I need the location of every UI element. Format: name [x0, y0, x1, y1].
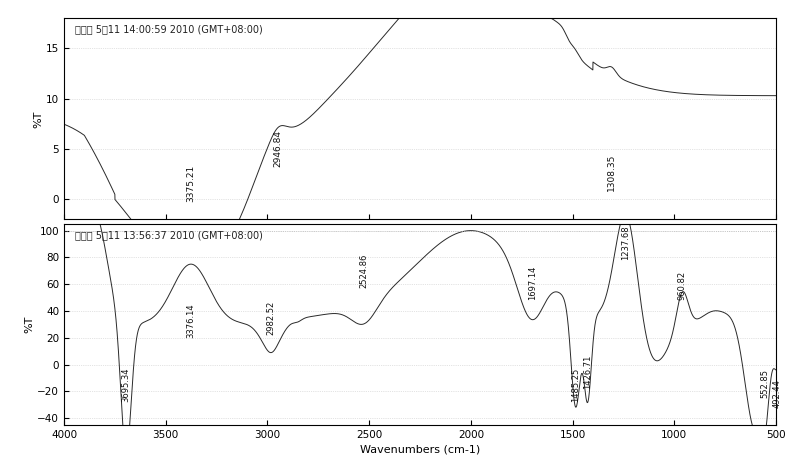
Text: 1426.71: 1426.71: [583, 355, 592, 389]
Text: 1308.35: 1308.35: [607, 154, 616, 191]
X-axis label: Wavenumbers (cm-1): Wavenumbers (cm-1): [360, 444, 480, 454]
Text: 2946.84: 2946.84: [274, 130, 282, 167]
Text: 星期二 5月11 13:56:37 2010 (GMT+08:00): 星期二 5月11 13:56:37 2010 (GMT+08:00): [74, 230, 262, 240]
Text: 960.82: 960.82: [678, 271, 686, 300]
Text: 1237.68: 1237.68: [622, 225, 630, 260]
Text: 3376.14: 3376.14: [186, 303, 195, 338]
Text: 552.85: 552.85: [761, 369, 770, 398]
Text: 3695.34: 3695.34: [122, 368, 130, 402]
Text: 3375.21: 3375.21: [186, 165, 196, 202]
Text: 492.44: 492.44: [773, 379, 782, 408]
Text: 1697.14: 1697.14: [528, 266, 537, 300]
Text: 2524.86: 2524.86: [359, 254, 369, 288]
Text: 1485.25: 1485.25: [571, 368, 580, 402]
Text: 2982.52: 2982.52: [266, 301, 275, 335]
Y-axis label: %T: %T: [33, 110, 43, 128]
Text: 星期二 5月11 14:00:59 2010 (GMT+08:00): 星期二 5月11 14:00:59 2010 (GMT+08:00): [74, 24, 262, 34]
Y-axis label: %T: %T: [25, 316, 34, 333]
